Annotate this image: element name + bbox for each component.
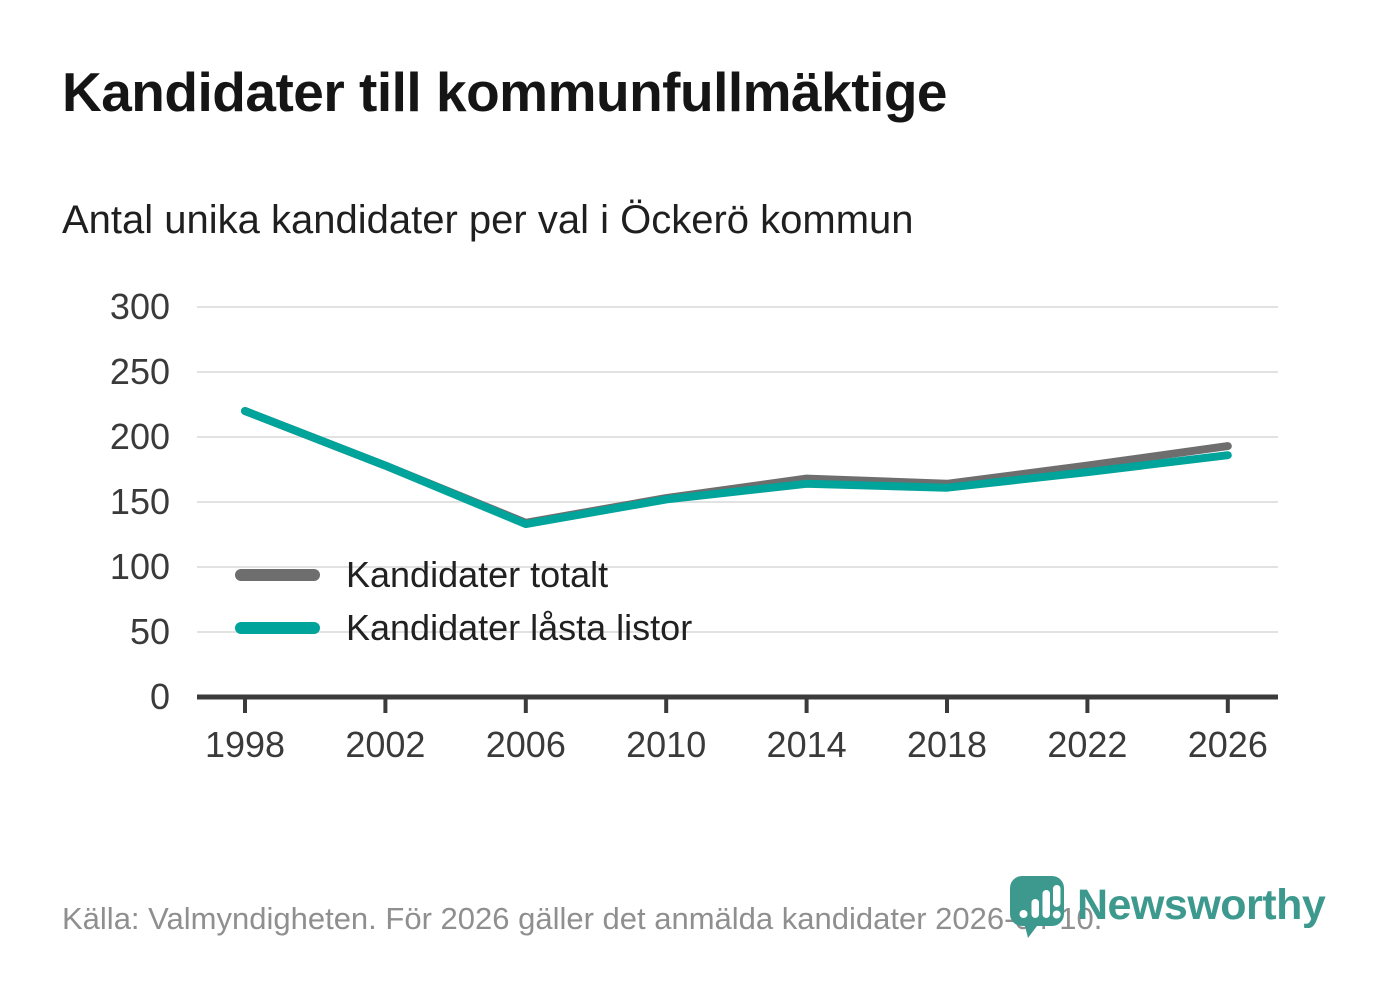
newsworthy-wordmark: Newsworthy [1077,881,1326,929]
x-tick-label-2026: 2026 [1188,724,1268,765]
legend-label-locked: Kandidater låsta listor [346,607,693,648]
chart-title: Kandidater till kommunfullmäktige [62,61,948,123]
legend-item-locked: Kandidater låsta listor [235,607,693,648]
x-tick-label-2002: 2002 [345,724,425,765]
x-tick-label-2018: 2018 [907,724,987,765]
legend-swatch-total-icon [235,569,320,581]
x-tick-label-2010: 2010 [626,724,706,765]
newsworthy-logo: Newsworthy [1010,876,1326,938]
y-tick-label-50: 50 [130,611,170,652]
y-tick-label-200: 200 [110,416,170,457]
legend-label-total: Kandidater totalt [346,554,609,595]
y-tick-label-0: 0 [150,676,170,717]
chart-subtitle: Antal unika kandidater per val i Öckerö … [62,198,914,242]
y-tick-label-250: 250 [110,351,170,392]
source-note: Källa: Valmyndigheten. För 2026 gäller d… [62,901,1103,936]
chart-legend: Kandidater totalt Kandidater låsta listo… [235,554,693,648]
x-tick-label-2006: 2006 [486,724,566,765]
y-tick-label-150: 150 [110,481,170,522]
series-line-locked [241,407,1232,529]
x-tick-label-2022: 2022 [1047,724,1127,765]
y-tick-label-100: 100 [110,546,170,587]
y-tick-label-300: 300 [110,286,170,327]
legend-swatch-locked-icon [235,622,320,634]
x-tick-label-1998: 1998 [205,724,285,765]
legend-item-total: Kandidater totalt [235,554,692,595]
newsworthy-pin-bar-chart-icon [1010,876,1064,938]
x-tick-label-2014: 2014 [767,724,847,765]
